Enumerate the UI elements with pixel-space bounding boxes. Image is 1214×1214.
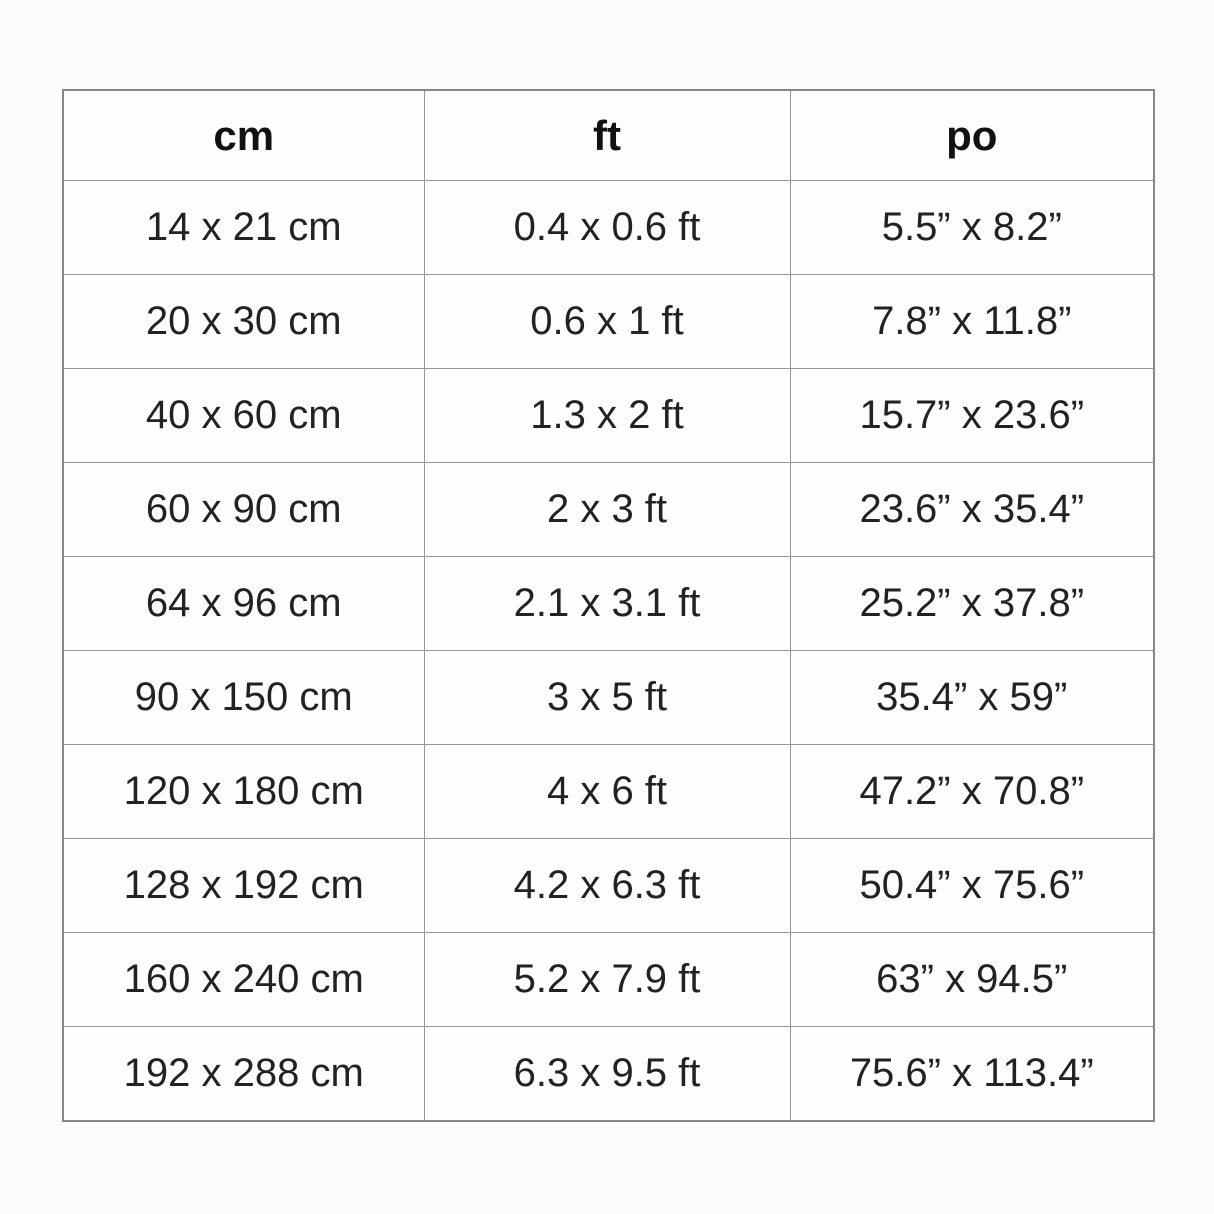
cell-cm: 90 x 150 cm — [62, 650, 425, 745]
header-row: cm ft po — [62, 89, 1155, 181]
cell-ft: 0.6 x 1 ft — [423, 274, 791, 369]
cell-cm: 64 x 96 cm — [62, 556, 425, 651]
cell-ft: 0.4 x 0.6 ft — [423, 180, 791, 275]
column-header-cm: cm — [62, 89, 425, 181]
table-row: 14 x 21 cm 0.4 x 0.6 ft 5.5” x 8.2” — [62, 180, 1155, 275]
table-row: 40 x 60 cm 1.3 x 2 ft 15.7” x 23.6” — [62, 368, 1155, 463]
cell-ft: 4 x 6 ft — [423, 744, 791, 839]
cell-ft: 4.2 x 6.3 ft — [423, 838, 791, 933]
cell-po: 63” x 94.5” — [789, 932, 1155, 1027]
cell-po: 25.2” x 37.8” — [789, 556, 1155, 651]
cell-po: 47.2” x 70.8” — [789, 744, 1155, 839]
table-row: 90 x 150 cm 3 x 5 ft 35.4” x 59” — [62, 650, 1155, 745]
cell-ft: 3 x 5 ft — [423, 650, 791, 745]
cell-ft: 1.3 x 2 ft — [423, 368, 791, 463]
column-header-ft: ft — [423, 89, 791, 181]
cell-cm: 20 x 30 cm — [62, 274, 425, 369]
cell-po: 75.6” x 113.4” — [789, 1026, 1155, 1122]
cell-ft: 6.3 x 9.5 ft — [423, 1026, 791, 1122]
table-row: 160 x 240 cm 5.2 x 7.9 ft 63” x 94.5” — [62, 932, 1155, 1027]
cell-po: 15.7” x 23.6” — [789, 368, 1155, 463]
cell-po: 5.5” x 8.2” — [789, 180, 1155, 275]
cell-po: 35.4” x 59” — [789, 650, 1155, 745]
size-conversion-table: cm ft po 14 x 21 cm 0.4 x 0.6 ft 5.5” x … — [62, 89, 1155, 1122]
cell-ft: 2.1 x 3.1 ft — [423, 556, 791, 651]
cell-cm: 128 x 192 cm — [62, 838, 425, 933]
table-row: 120 x 180 cm 4 x 6 ft 47.2” x 70.8” — [62, 744, 1155, 839]
cell-cm: 14 x 21 cm — [62, 180, 425, 275]
cell-ft: 2 x 3 ft — [423, 462, 791, 557]
cell-cm: 60 x 90 cm — [62, 462, 425, 557]
table-row: 60 x 90 cm 2 x 3 ft 23.6” x 35.4” — [62, 462, 1155, 557]
cell-cm: 40 x 60 cm — [62, 368, 425, 463]
table-row: 20 x 30 cm 0.6 x 1 ft 7.8” x 11.8” — [62, 274, 1155, 369]
cell-po: 50.4” x 75.6” — [789, 838, 1155, 933]
cell-cm: 192 x 288 cm — [62, 1026, 425, 1122]
table-row: 64 x 96 cm 2.1 x 3.1 ft 25.2” x 37.8” — [62, 556, 1155, 651]
cell-ft: 5.2 x 7.9 ft — [423, 932, 791, 1027]
cell-cm: 120 x 180 cm — [62, 744, 425, 839]
cell-cm: 160 x 240 cm — [62, 932, 425, 1027]
cell-po: 7.8” x 11.8” — [789, 274, 1155, 369]
cell-po: 23.6” x 35.4” — [789, 462, 1155, 557]
table-row: 192 x 288 cm 6.3 x 9.5 ft 75.6” x 113.4” — [62, 1026, 1155, 1122]
column-header-po: po — [789, 89, 1155, 181]
table-row: 128 x 192 cm 4.2 x 6.3 ft 50.4” x 75.6” — [62, 838, 1155, 933]
